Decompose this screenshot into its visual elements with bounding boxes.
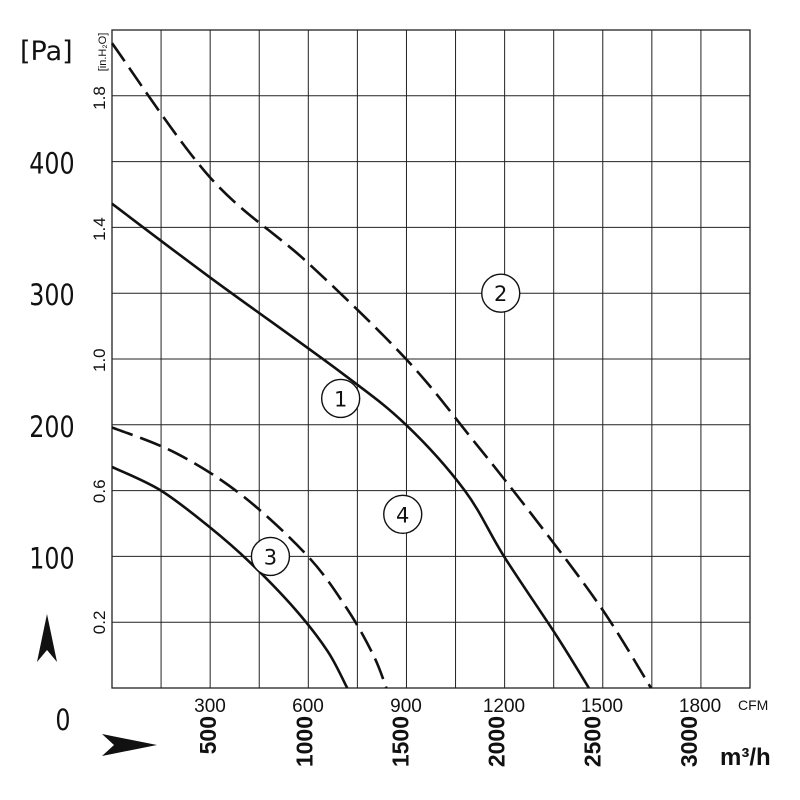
- curve-label-circle: [481, 273, 521, 313]
- m3h-tick-label: 1000: [291, 716, 317, 767]
- cfm-tick-label: 900: [390, 696, 422, 717]
- curve-1: [111, 202, 591, 689]
- cfm-tick-label: 1200: [483, 696, 525, 717]
- curve-label-4: 4: [383, 494, 423, 534]
- curve-label-circle: [320, 378, 361, 419]
- curve-label-text: 1: [334, 387, 347, 411]
- curve-label-text: 2: [494, 282, 507, 306]
- pa-tick-label: 300: [29, 279, 74, 313]
- curve-label-1: 1: [320, 378, 361, 419]
- pa-unit-label: [Pa]: [20, 36, 73, 67]
- m3h-unit-label: m³/h: [720, 744, 771, 771]
- pa-tick-label: 400: [29, 147, 74, 181]
- m3h-tick-label: 500: [195, 716, 221, 754]
- inh2o-tick-label: 1.0: [90, 348, 109, 372]
- curve-3: [111, 465, 349, 689]
- inh2o-tick-label: 1.4: [90, 217, 109, 241]
- inh2o-unit-label: [in.H₂O]: [97, 33, 109, 72]
- grid: [111, 29, 751, 689]
- m3h-tick-label: 2000: [484, 716, 510, 767]
- flow-arrow-icon: [102, 734, 157, 756]
- curve-label-circle: [383, 494, 423, 534]
- curve-labels: 1 2 3 4: [250, 273, 521, 577]
- curve-2: [110, 42, 653, 689]
- pa-tick-label: 100: [29, 542, 74, 576]
- cfm-tick-label: 600: [292, 696, 324, 717]
- cfm-tick-label: 300: [194, 696, 226, 717]
- inh2o-tick-label: 0.2: [90, 611, 109, 635]
- curve-label-3: 3: [250, 536, 291, 577]
- inh2o-tick-label: 0.6: [90, 479, 109, 503]
- cfm-tick-label: 1500: [581, 696, 623, 717]
- m3h-tick-label: 2500: [580, 716, 606, 767]
- curve-label-circle: [250, 536, 291, 577]
- m3h-tick-label: 1500: [387, 716, 413, 767]
- curve-label-text: 4: [396, 503, 409, 527]
- curve-label-text: 3: [264, 545, 277, 569]
- m3h-tick-label: 3000: [676, 716, 702, 767]
- performance-curves: [110, 42, 653, 689]
- pa-tick-label: 0: [55, 704, 70, 738]
- cfm-tick-label: 1800: [679, 696, 721, 717]
- axis-labels: [Pa] 0 100 200 300 400 0.2 0.6 1.0 1.4 1.8 [in.H₂O]…: [20, 33, 771, 771]
- pressure-arrow-icon: [37, 614, 57, 662]
- curve-label-2: 2: [481, 273, 521, 313]
- pa-tick-label: 200: [29, 411, 74, 445]
- curve-4: [111, 426, 388, 689]
- cfm-unit-label: CFM: [738, 697, 768, 713]
- inh2o-tick-label: 1.8: [90, 86, 109, 110]
